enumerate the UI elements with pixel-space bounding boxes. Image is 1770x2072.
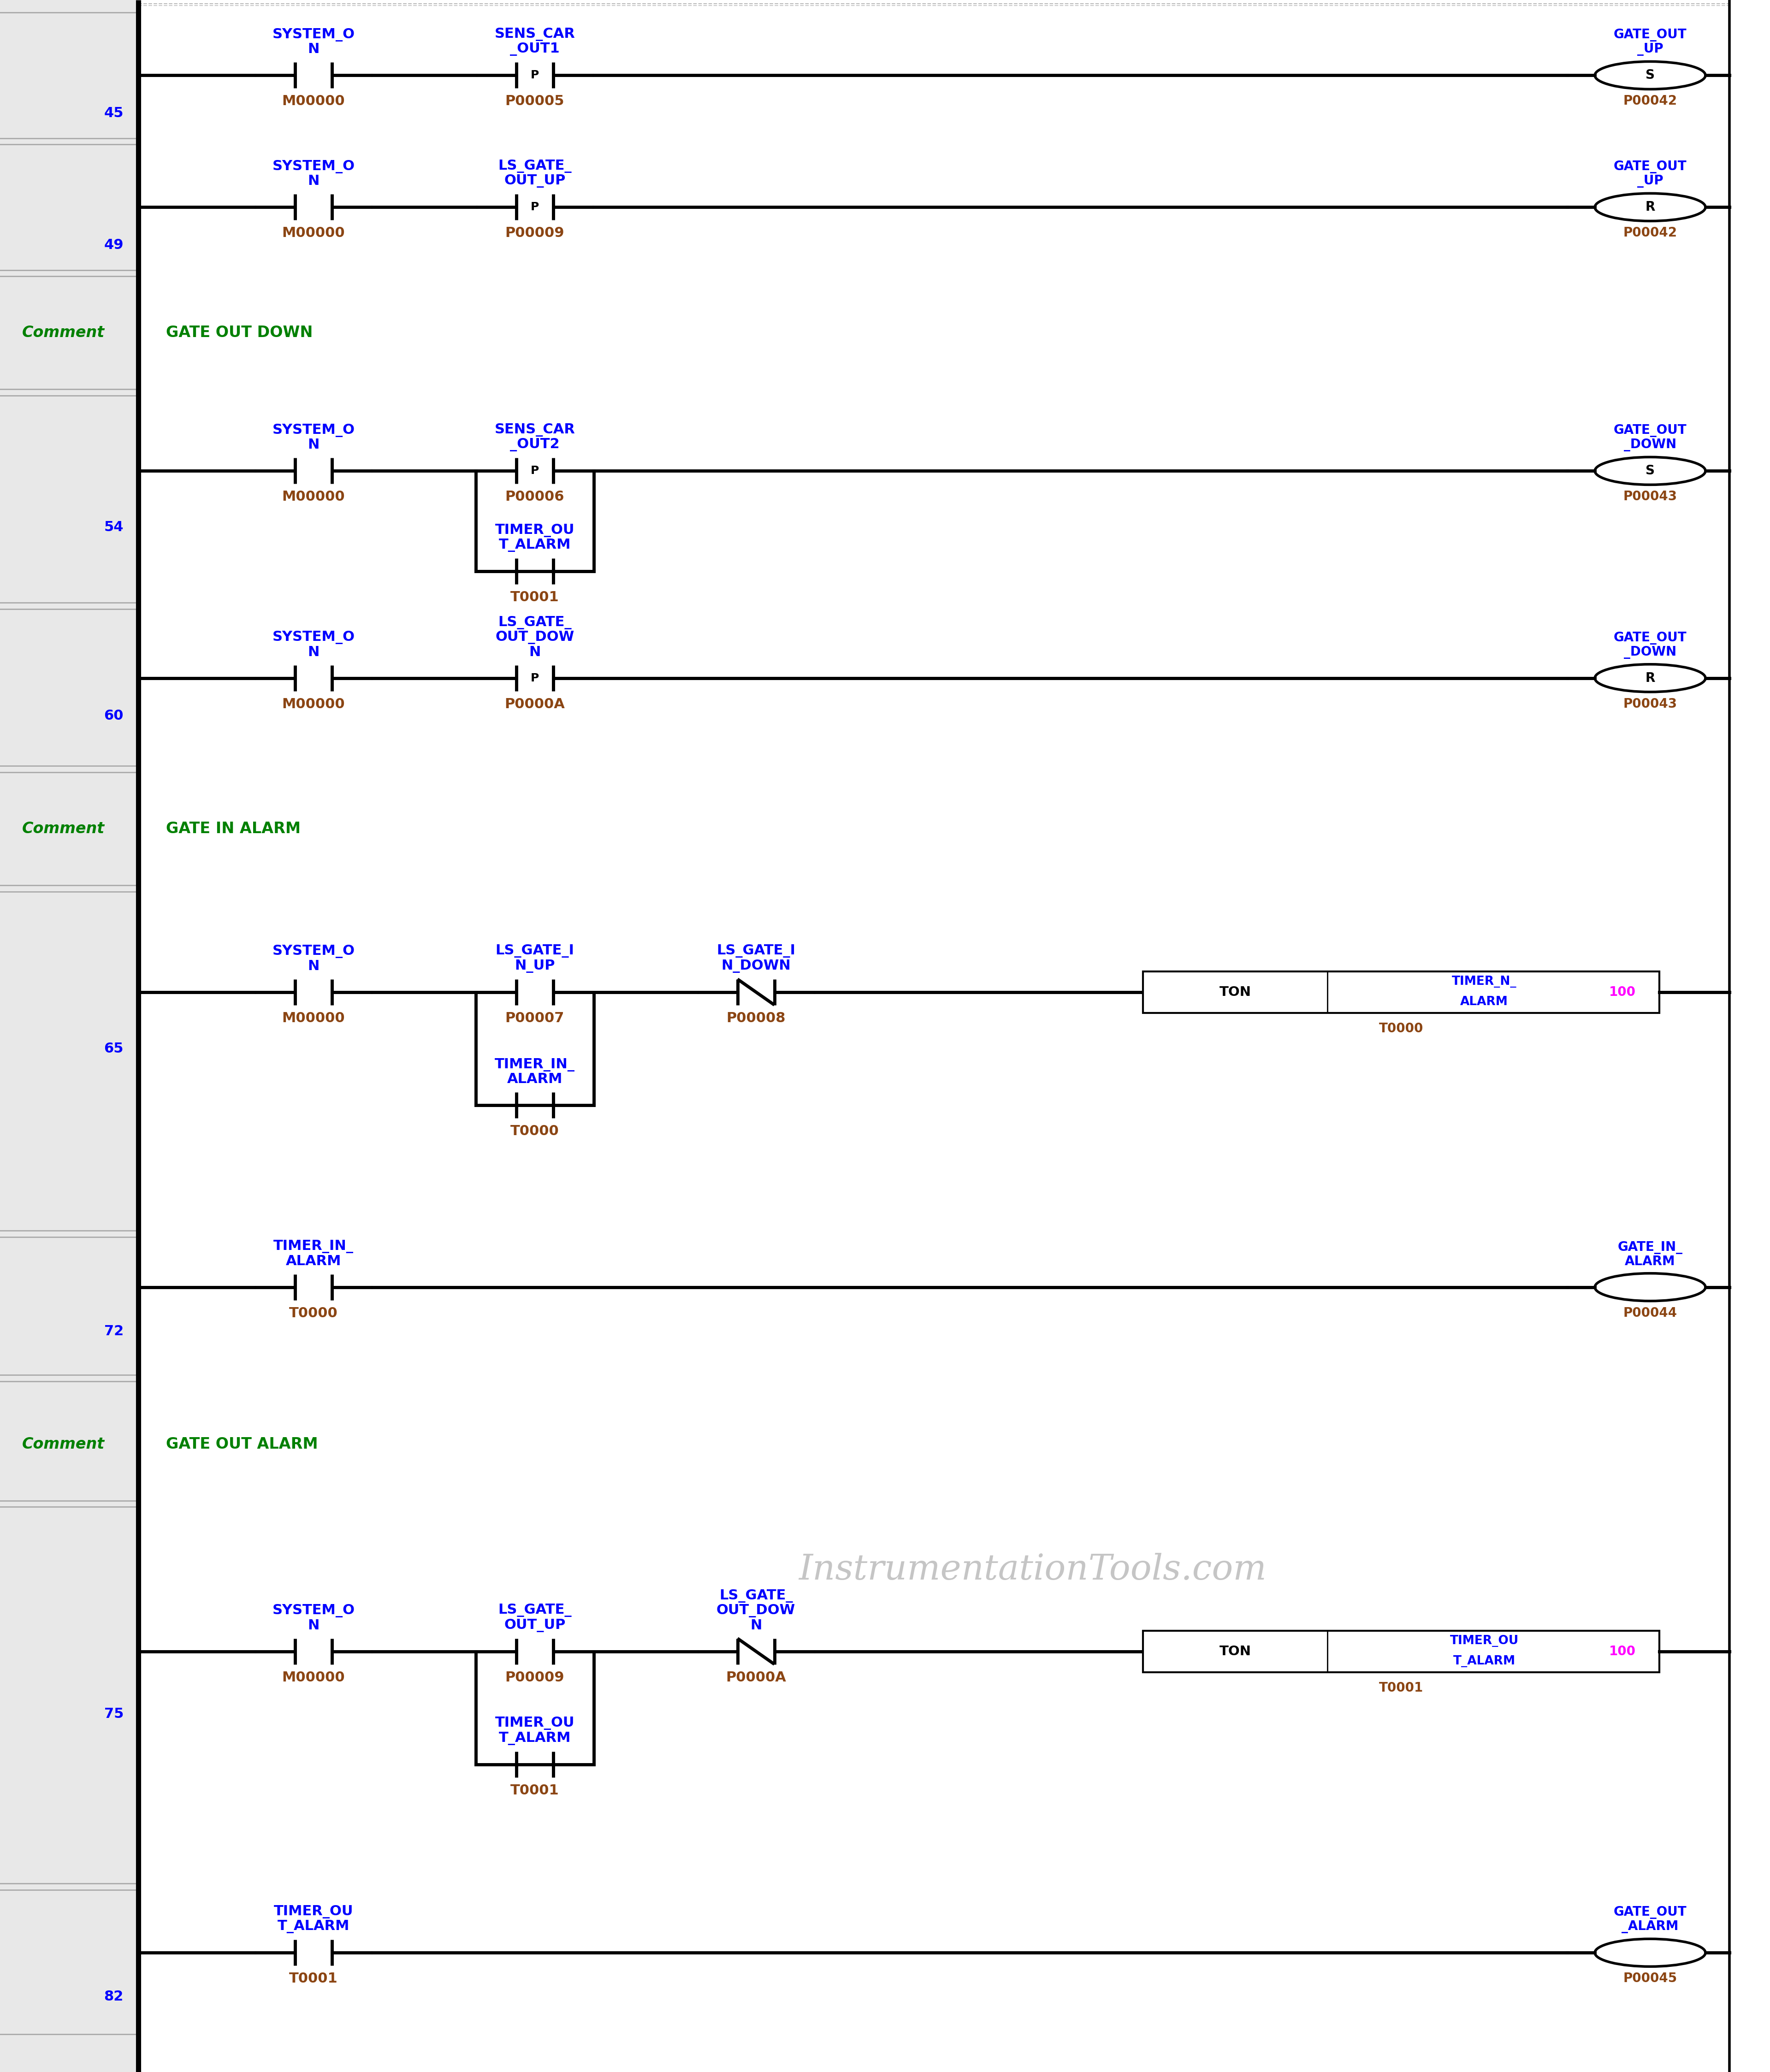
Text: M00000: M00000: [281, 1011, 345, 1026]
Text: GATE_OUT
_DOWN: GATE_OUT _DOWN: [1614, 632, 1687, 659]
Text: GATE_OUT
_UP: GATE_OUT _UP: [1614, 29, 1687, 56]
Text: TIMER_OU
T_ALARM: TIMER_OU T_ALARM: [496, 524, 575, 551]
Text: GATE OUT ALARM: GATE OUT ALARM: [166, 1436, 319, 1452]
Bar: [0, 0, 138, 2072]
Text: TON: TON: [1220, 986, 1251, 999]
Text: LS_GATE_
OUT_UP: LS_GATE_ OUT_UP: [497, 1604, 572, 1633]
Text: LS_GATE_
OUT_UP: LS_GATE_ OUT_UP: [497, 160, 572, 189]
Text: T0001: T0001: [289, 1973, 338, 1985]
Text: GATE OUT DOWN: GATE OUT DOWN: [166, 325, 313, 340]
Text: T0001: T0001: [1379, 1680, 1423, 1695]
Text: 65: 65: [104, 1042, 124, 1055]
Text: SYSTEM_O
N: SYSTEM_O N: [273, 1604, 354, 1633]
Text: P00043: P00043: [1623, 491, 1678, 503]
Text: P0000A: P0000A: [504, 698, 565, 711]
Text: R: R: [1646, 671, 1655, 684]
Text: T_ALARM: T_ALARM: [1453, 1656, 1515, 1668]
Text: LS_GATE_
OUT_DOW
N: LS_GATE_ OUT_DOW N: [717, 1589, 795, 1633]
Text: TIMER_N_: TIMER_N_: [1451, 976, 1517, 988]
Text: TIMER_OU: TIMER_OU: [1450, 1635, 1519, 1647]
Text: 60: 60: [104, 709, 124, 723]
Text: GATE_OUT
_ALARM: GATE_OUT _ALARM: [1614, 1906, 1687, 1933]
Text: LS_GATE_I
N_DOWN: LS_GATE_I N_DOWN: [717, 945, 795, 972]
Text: Comment: Comment: [21, 325, 104, 340]
Bar: [1143, 972, 1660, 1013]
Text: GATE IN ALARM: GATE IN ALARM: [166, 821, 301, 837]
Text: SENS_CAR
_OUT1: SENS_CAR _OUT1: [494, 27, 575, 56]
Text: P: P: [531, 673, 538, 684]
Text: S: S: [1646, 68, 1655, 81]
Text: P: P: [531, 70, 538, 81]
Text: GATE_IN_
ALARM: GATE_IN_ ALARM: [1618, 1241, 1683, 1268]
Text: M00000: M00000: [281, 1670, 345, 1685]
Text: P00045: P00045: [1623, 1973, 1678, 1985]
Bar: [1143, 1631, 1660, 1672]
Text: GATE_OUT
_DOWN: GATE_OUT _DOWN: [1614, 425, 1687, 452]
Text: R: R: [1646, 201, 1655, 213]
Text: P: P: [531, 466, 538, 477]
Text: P00005: P00005: [504, 95, 565, 108]
Text: P00006: P00006: [504, 491, 565, 503]
Text: T0001: T0001: [510, 591, 559, 605]
Text: P00009: P00009: [504, 1670, 565, 1685]
Text: SYSTEM_O
N: SYSTEM_O N: [273, 425, 354, 452]
Text: 49: 49: [104, 238, 124, 251]
Text: SYSTEM_O
N: SYSTEM_O N: [273, 945, 354, 972]
Text: TIMER_OU
T_ALARM: TIMER_OU T_ALARM: [496, 1718, 575, 1745]
Text: M00000: M00000: [281, 491, 345, 503]
Text: Comment: Comment: [21, 1436, 104, 1452]
Text: TIMER_IN_
ALARM: TIMER_IN_ ALARM: [273, 1239, 354, 1268]
Text: 100: 100: [1609, 986, 1635, 999]
Text: TON: TON: [1220, 1645, 1251, 1658]
Text: 72: 72: [104, 1324, 124, 1339]
Text: P00009: P00009: [504, 226, 565, 240]
Text: T0001: T0001: [510, 1784, 559, 1796]
Text: 45: 45: [104, 106, 124, 120]
Text: M00000: M00000: [281, 226, 345, 240]
Text: P: P: [531, 201, 538, 213]
Text: InstrumentationTools.com: InstrumentationTools.com: [798, 1552, 1266, 1587]
Text: T0000: T0000: [289, 1307, 338, 1320]
Text: P00043: P00043: [1623, 698, 1678, 711]
Text: LS_GATE_
OUT_DOW
N: LS_GATE_ OUT_DOW N: [496, 615, 573, 659]
Text: ALARM: ALARM: [1460, 997, 1508, 1007]
Text: Comment: Comment: [21, 821, 104, 837]
Text: SYSTEM_O
N: SYSTEM_O N: [273, 632, 354, 659]
Text: SYSTEM_O
N: SYSTEM_O N: [273, 29, 354, 56]
Text: P00042: P00042: [1623, 95, 1678, 108]
Text: 100: 100: [1609, 1645, 1635, 1658]
Text: P00008: P00008: [726, 1011, 786, 1026]
Text: P00044: P00044: [1623, 1307, 1678, 1320]
Text: T0000: T0000: [510, 1125, 559, 1138]
Text: TIMER_IN_
ALARM: TIMER_IN_ ALARM: [494, 1059, 575, 1086]
Text: S: S: [1646, 464, 1655, 477]
Text: 75: 75: [104, 1707, 124, 1720]
Text: P0000A: P0000A: [726, 1670, 786, 1685]
Text: GATE_OUT
_UP: GATE_OUT _UP: [1614, 160, 1687, 189]
Text: P00007: P00007: [504, 1011, 565, 1026]
Text: SENS_CAR
_OUT2: SENS_CAR _OUT2: [494, 423, 575, 452]
Text: M00000: M00000: [281, 95, 345, 108]
Text: M00000: M00000: [281, 698, 345, 711]
Text: SYSTEM_O
N: SYSTEM_O N: [273, 160, 354, 189]
Text: TIMER_OU
T_ALARM: TIMER_OU T_ALARM: [274, 1904, 354, 1933]
Text: 54: 54: [104, 520, 124, 535]
Text: P00042: P00042: [1623, 226, 1678, 240]
Text: 82: 82: [104, 1989, 124, 2004]
Text: T0000: T0000: [1379, 1021, 1423, 1034]
Text: LS_GATE_I
N_UP: LS_GATE_I N_UP: [496, 945, 573, 972]
